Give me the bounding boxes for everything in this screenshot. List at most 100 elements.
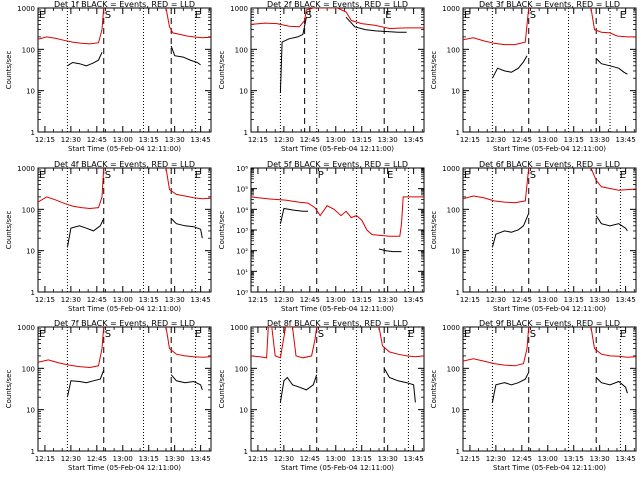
y-tick-label: 1 <box>456 289 460 297</box>
x-tick-label: 13:30 <box>590 136 610 144</box>
events-series-line <box>67 52 103 67</box>
plot-frame <box>37 7 212 133</box>
panel-title: Det 5f BLACK = Events, RED = LLD <box>267 160 408 169</box>
x-tick-label: 12:45 <box>300 455 320 463</box>
x-tick-label: 13:00 <box>538 136 558 144</box>
x-tick-label: 12:45 <box>512 296 532 304</box>
plot-frame <box>250 7 425 133</box>
y-tick-label: 10⁴ <box>236 206 248 214</box>
panel-7: 1 10 100 1000 12:15 12:30 12:45 13:00 13:15 13:30… <box>5 319 212 472</box>
panel-title: Det 8f BLACK = Events, RED = LLD <box>267 319 408 328</box>
x-tick-label: 13:45 <box>616 455 636 463</box>
event-marker-label: E <box>408 329 414 340</box>
y-tick-label: 100 <box>447 365 460 373</box>
y-tick-label: 1 <box>31 448 35 456</box>
y-tick-label: 1000 <box>17 5 35 13</box>
y-tick-label: 1 <box>31 289 35 297</box>
lld-series-line <box>251 196 424 237</box>
y-tick-label: 100 <box>235 46 248 54</box>
x-tick-label: 13:30 <box>165 296 185 304</box>
y-tick-label: 1000 <box>17 324 35 332</box>
y-tick-label: 1000 <box>17 165 35 173</box>
events-series-line <box>66 370 105 398</box>
x-tick-label: 13:45 <box>191 455 211 463</box>
y-axis-label: Counts/sec <box>5 370 13 409</box>
panel-title: Det 6f BLACK = Events, RED = LLD <box>479 160 620 169</box>
x-tick-label: 13:00 <box>538 455 558 463</box>
x-tick-label: 13:15 <box>564 136 584 144</box>
x-tick-label: 12:45 <box>87 455 107 463</box>
lld-series-line <box>38 168 105 210</box>
y-tick-label: 10⁰ <box>236 289 248 297</box>
y-tick-label: 1 <box>244 129 248 137</box>
x-tick-label: 13:45 <box>616 296 636 304</box>
y-tick-label: 100 <box>447 206 460 214</box>
panel-8: 1 10 100 1000 12:15 12:30 12:45 13:00 13:15 13:30… <box>218 319 425 472</box>
x-tick-label: 13:15 <box>352 455 372 463</box>
x-tick-label: 13:00 <box>326 136 346 144</box>
y-tick-label: 1 <box>456 448 460 456</box>
x-tick-label: 13:00 <box>326 455 346 463</box>
lld-series-line <box>463 8 530 46</box>
lld-series-line <box>38 327 105 369</box>
lld-series-line <box>590 168 636 191</box>
y-tick-label: 1 <box>244 448 248 456</box>
event-marker-label: E <box>464 329 470 340</box>
y-tick-label: 10 <box>451 248 460 256</box>
event-marker-label: S <box>306 10 312 21</box>
x-tick-label: 13:30 <box>590 455 610 463</box>
event-marker-label: E <box>620 170 626 181</box>
y-tick-label: 10 <box>451 407 460 415</box>
y-tick-label: 100 <box>22 365 35 373</box>
y-tick-label: 100 <box>235 365 248 373</box>
panel-2: 1 10 100 1000 12:15 12:30 12:45 13:00 13:15 13:30… <box>218 0 425 153</box>
plot-frame <box>462 167 637 293</box>
event-marker-label: E <box>385 10 391 21</box>
x-tick-label: 12:15 <box>35 296 55 304</box>
y-axis-label: Counts/sec <box>430 211 438 250</box>
plot-frame <box>250 326 425 452</box>
x-tick-label: 12:15 <box>460 455 480 463</box>
event-marker-label: S <box>530 329 536 340</box>
y-tick-label: 1 <box>456 129 460 137</box>
events-series-line <box>491 55 528 79</box>
x-axis-label: Start Time (05-Feb-04 12:11:00) <box>281 464 394 472</box>
event-marker-label: E <box>464 170 470 181</box>
lld-series-line <box>165 327 211 358</box>
y-tick-label: 1000 <box>442 5 460 13</box>
panel-title: Det 4f BLACK = Events, RED = LLD <box>54 160 195 169</box>
y-axis-label: Counts/sec <box>5 211 13 250</box>
x-tick-label: 12:30 <box>61 296 81 304</box>
x-tick-label: 13:30 <box>165 455 185 463</box>
x-tick-label: 13:15 <box>139 136 159 144</box>
event-marker-label: E <box>39 329 45 340</box>
events-series-line <box>279 17 307 93</box>
plot-frame <box>37 167 212 293</box>
plot-frame <box>37 326 212 452</box>
y-tick-label: 10 <box>451 88 460 96</box>
y-tick-label: 1 <box>31 129 35 137</box>
x-tick-label: 12:30 <box>486 296 506 304</box>
x-axis-label: Start Time (05-Feb-04 12:11:00) <box>493 305 606 313</box>
x-tick-label: 13:45 <box>616 136 636 144</box>
lld-series-line <box>251 8 424 30</box>
lld-series-line <box>590 327 636 358</box>
x-tick-label: 13:45 <box>191 296 211 304</box>
event-marker-label: E <box>464 10 470 21</box>
y-tick-label: 1000 <box>230 324 248 332</box>
lld-series-line <box>590 8 636 38</box>
event-marker-label: P <box>318 170 324 181</box>
y-axis-label: Counts/sec <box>218 211 226 250</box>
y-tick-label: 1000 <box>442 165 460 173</box>
x-tick-label: 12:30 <box>61 136 81 144</box>
y-tick-label: 10¹ <box>236 268 248 276</box>
event-marker-label: S <box>105 10 111 21</box>
x-tick-label: 12:30 <box>486 455 506 463</box>
x-tick-label: 13:00 <box>538 296 558 304</box>
panel-title: Det 9f BLACK = Events, RED = LLD <box>479 319 620 328</box>
x-tick-label: 12:15 <box>248 136 268 144</box>
event-marker-label: S <box>530 170 536 181</box>
x-tick-label: 13:15 <box>352 136 372 144</box>
x-tick-label: 12:30 <box>274 136 294 144</box>
y-tick-label: 100 <box>22 206 35 214</box>
